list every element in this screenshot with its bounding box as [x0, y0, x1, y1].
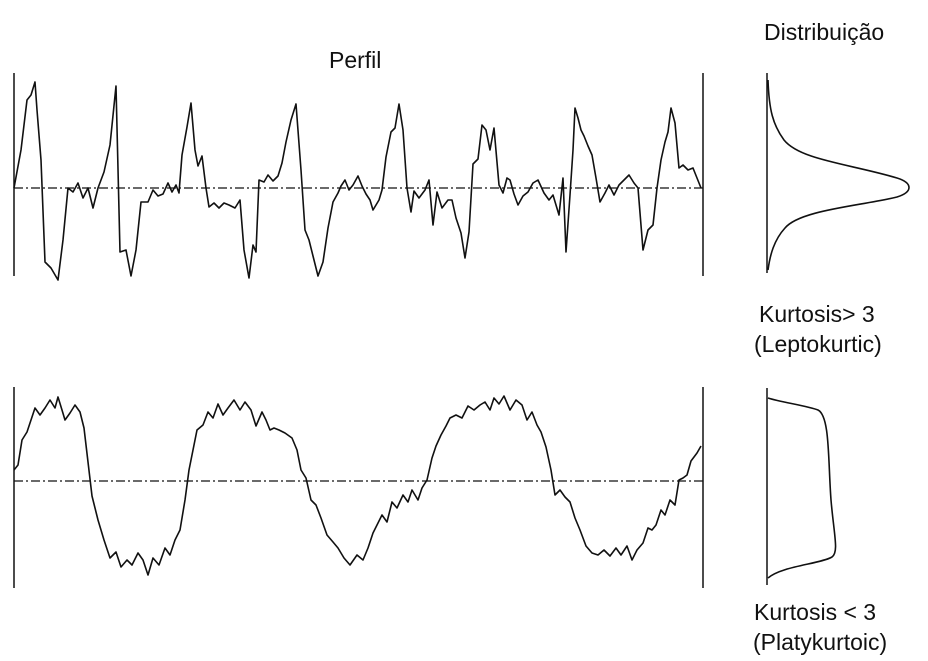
platykurtic-profile-panel: [13, 387, 704, 588]
platykurtic-profile-signal: [13, 395, 702, 576]
distribution-title: Distribuição: [764, 19, 885, 45]
leptokurtic-distribution-panel: [766, 73, 910, 273]
leptokurtic-label-line1: Kurtosis> 3: [759, 301, 875, 327]
platykurtic-label-line1: Kurtosis < 3: [754, 599, 877, 625]
platykurtic-distribution-curve: [767, 397, 837, 579]
leptokurtic-label-line2: (Leptokurtic): [754, 331, 882, 357]
platykurtic-distribution-panel: [766, 388, 837, 585]
profile-title: Perfil: [329, 47, 382, 73]
platykurtic-label-line2: (Platykurtoic): [753, 629, 888, 655]
leptokurtic-profile-signal: [13, 81, 702, 281]
leptokurtic-distribution-curve: [767, 79, 910, 271]
leptokurtic-profile-panel: [13, 73, 704, 281]
